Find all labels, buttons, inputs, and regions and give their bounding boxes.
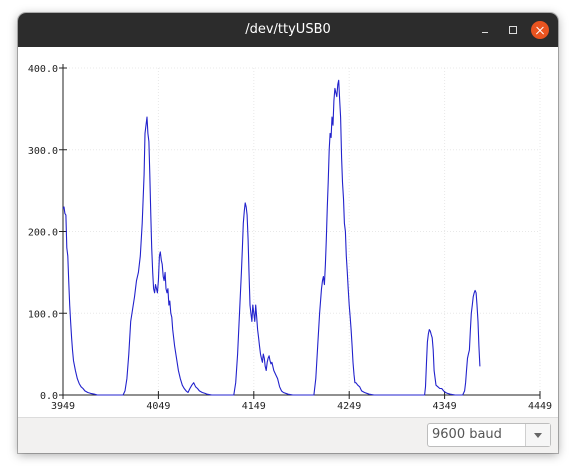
y-tick-label: 300.0 bbox=[28, 146, 58, 157]
y-tick-label: 400.0 bbox=[28, 64, 58, 75]
x-tick-label: 4349 bbox=[433, 401, 457, 412]
series-line bbox=[62, 79, 481, 396]
line-chart: 0.0 100.0 200.0 300.0 400.0 3949 4049 4149 4249 4… bbox=[28, 64, 552, 412]
close-icon[interactable] bbox=[531, 21, 549, 39]
baud-rate-value: 9600 baud bbox=[432, 427, 502, 442]
window-title: /dev/ttyUSB0 bbox=[245, 22, 331, 37]
x-tick-label: 4449 bbox=[528, 401, 552, 412]
plot-area: 0.0 100.0 200.0 300.0 400.0 3949 4049 4149 4249 4… bbox=[18, 47, 558, 417]
minimize-icon[interactable] bbox=[476, 21, 494, 39]
x-tick-label: 4049 bbox=[146, 401, 170, 412]
x-tick-label: 3949 bbox=[51, 401, 75, 412]
x-tick-label: 4149 bbox=[242, 401, 266, 412]
serial-plotter-window: /dev/ttyUSB0 0.0 100.0 200.0 300.0 400.0 3949… bbox=[18, 13, 558, 453]
title-bar[interactable]: /dev/ttyUSB0 bbox=[18, 13, 558, 47]
x-tick-label: 4249 bbox=[337, 401, 361, 412]
y-tick-label: 200.0 bbox=[28, 228, 58, 239]
chevron-down-icon bbox=[534, 433, 542, 438]
bottom-toolbar: 9600 baud bbox=[18, 417, 558, 453]
y-tick-label: 0.0 bbox=[40, 391, 58, 402]
baud-rate-select[interactable]: 9600 baud bbox=[427, 423, 551, 447]
dropdown-button[interactable] bbox=[525, 424, 550, 446]
y-tick-label: 100.0 bbox=[28, 309, 58, 320]
maximize-icon[interactable] bbox=[504, 21, 522, 39]
